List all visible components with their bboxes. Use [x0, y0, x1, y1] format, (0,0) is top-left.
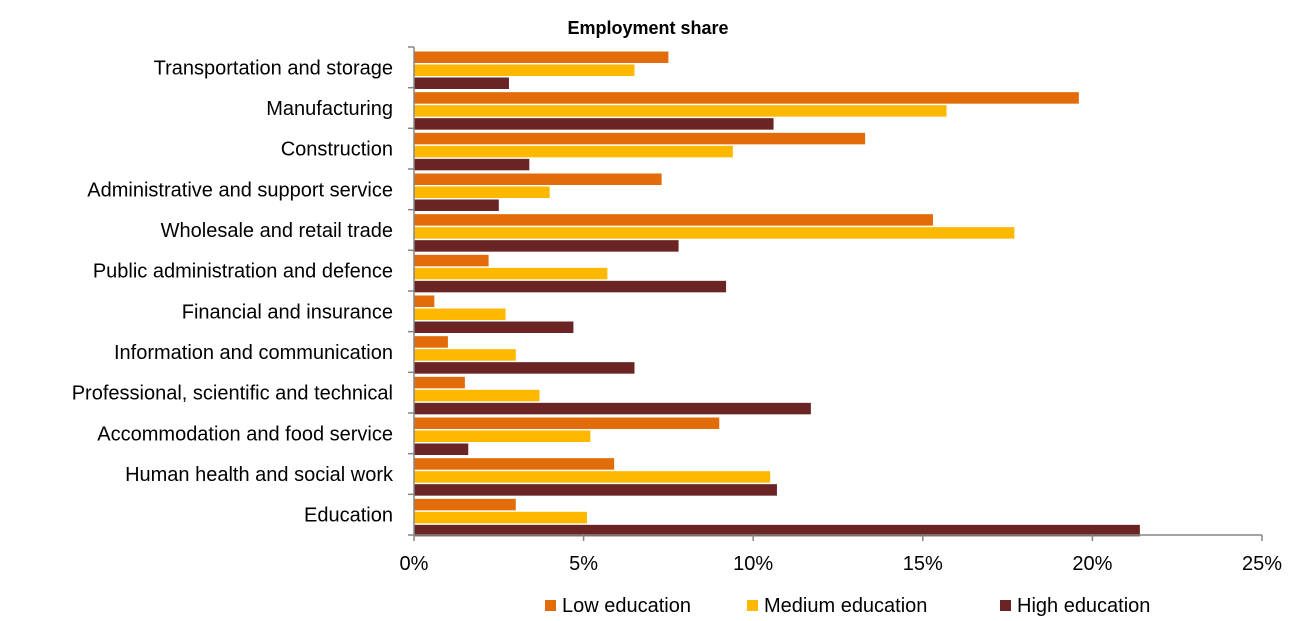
bar-high-education-construction [414, 158, 530, 171]
bar-high-education-information-and-communication [414, 362, 635, 374]
bar-low-education-financial-and-insurance [414, 295, 435, 307]
x-tick-label: 25% [1242, 553, 1282, 575]
category-label: Wholesale and retail trade [161, 220, 393, 242]
bar-medium-education-construction [414, 145, 733, 158]
legend-swatch-medium-education [747, 600, 758, 611]
category-label: Professional, scientific and technical [72, 383, 393, 405]
legend-label-low-education: Low education [562, 595, 691, 617]
bar-high-education-financial-and-insurance [414, 321, 574, 333]
bar-high-education-transportation-and-storage [414, 77, 509, 89]
bar-medium-education-professional-scientific-and-technical [414, 389, 540, 402]
x-tick-label: 0% [400, 553, 429, 575]
legend-swatch-low-education [545, 600, 556, 611]
category-labels: Transportation and storage Manufacturing C… [72, 57, 394, 526]
axes [408, 46, 1263, 541]
legend-swatch-high-education [1000, 600, 1011, 611]
category-label: Transportation and storage [154, 57, 393, 79]
bar-medium-education-education [414, 511, 587, 524]
legend: Low education Medium education High educat… [545, 595, 1150, 617]
bar-low-education-education [414, 498, 516, 511]
bar-high-education-wholesale-and-retail-trade [414, 240, 679, 252]
bar-low-education-information-and-communication [414, 336, 448, 348]
bar-high-education-administrative-and-support-service [414, 199, 499, 211]
category-label: Public administration and defence [93, 261, 393, 283]
bars-group [414, 51, 1140, 537]
bar-low-education-manufacturing [414, 92, 1079, 104]
x-tick-label: 20% [1072, 553, 1112, 575]
x-tick-labels: 0% 5% 10% 15% 20% 25% [400, 553, 1283, 575]
category-label: Information and communication [114, 342, 393, 364]
bar-medium-education-manufacturing [414, 105, 947, 117]
chart-title: Employment share [567, 18, 728, 38]
bar-medium-education-public-administration-and-defence [414, 267, 608, 280]
legend-label-medium-education: Medium education [764, 595, 927, 617]
bar-low-education-public-administration-and-defence [414, 254, 489, 267]
bar-low-education-human-health-and-social-work [414, 458, 615, 470]
category-label: Accommodation and food service [97, 423, 393, 445]
bar-high-education-public-administration-and-defence [414, 280, 727, 293]
category-label: Construction [281, 139, 393, 161]
category-label: Education [304, 505, 393, 527]
x-tick-label: 15% [903, 553, 943, 575]
bar-medium-education-transportation-and-storage [414, 64, 635, 76]
bar-medium-education-financial-and-insurance [414, 308, 506, 320]
bar-low-education-administrative-and-support-service [414, 173, 662, 185]
bar-high-education-manufacturing [414, 118, 774, 130]
category-label: Human health and social work [125, 464, 394, 486]
bar-low-education-construction [414, 132, 866, 145]
category-label: Financial and insurance [182, 301, 393, 323]
bar-high-education-professional-scientific-and-technical [414, 402, 811, 415]
bar-low-education-transportation-and-storage [414, 51, 669, 63]
category-label: Manufacturing [266, 98, 393, 120]
bar-medium-education-information-and-communication [414, 349, 516, 361]
bar-low-education-wholesale-and-retail-trade [414, 214, 933, 226]
x-tick-label: 10% [733, 553, 773, 575]
legend-label-high-education: High education [1017, 595, 1150, 617]
bar-low-education-accommodation-and-food-service [414, 417, 720, 429]
bar-medium-education-wholesale-and-retail-trade [414, 227, 1015, 239]
x-tick-label: 5% [569, 553, 598, 575]
bar-medium-education-accommodation-and-food-service [414, 430, 591, 442]
bar-high-education-education [414, 524, 1140, 537]
bar-low-education-professional-scientific-and-technical [414, 376, 465, 389]
bar-high-education-accommodation-and-food-service [414, 443, 469, 455]
bar-high-education-human-health-and-social-work [414, 484, 777, 496]
category-label: Administrative and support service [87, 179, 393, 201]
bar-medium-education-human-health-and-social-work [414, 471, 771, 483]
bar-medium-education-administrative-and-support-service [414, 186, 550, 198]
